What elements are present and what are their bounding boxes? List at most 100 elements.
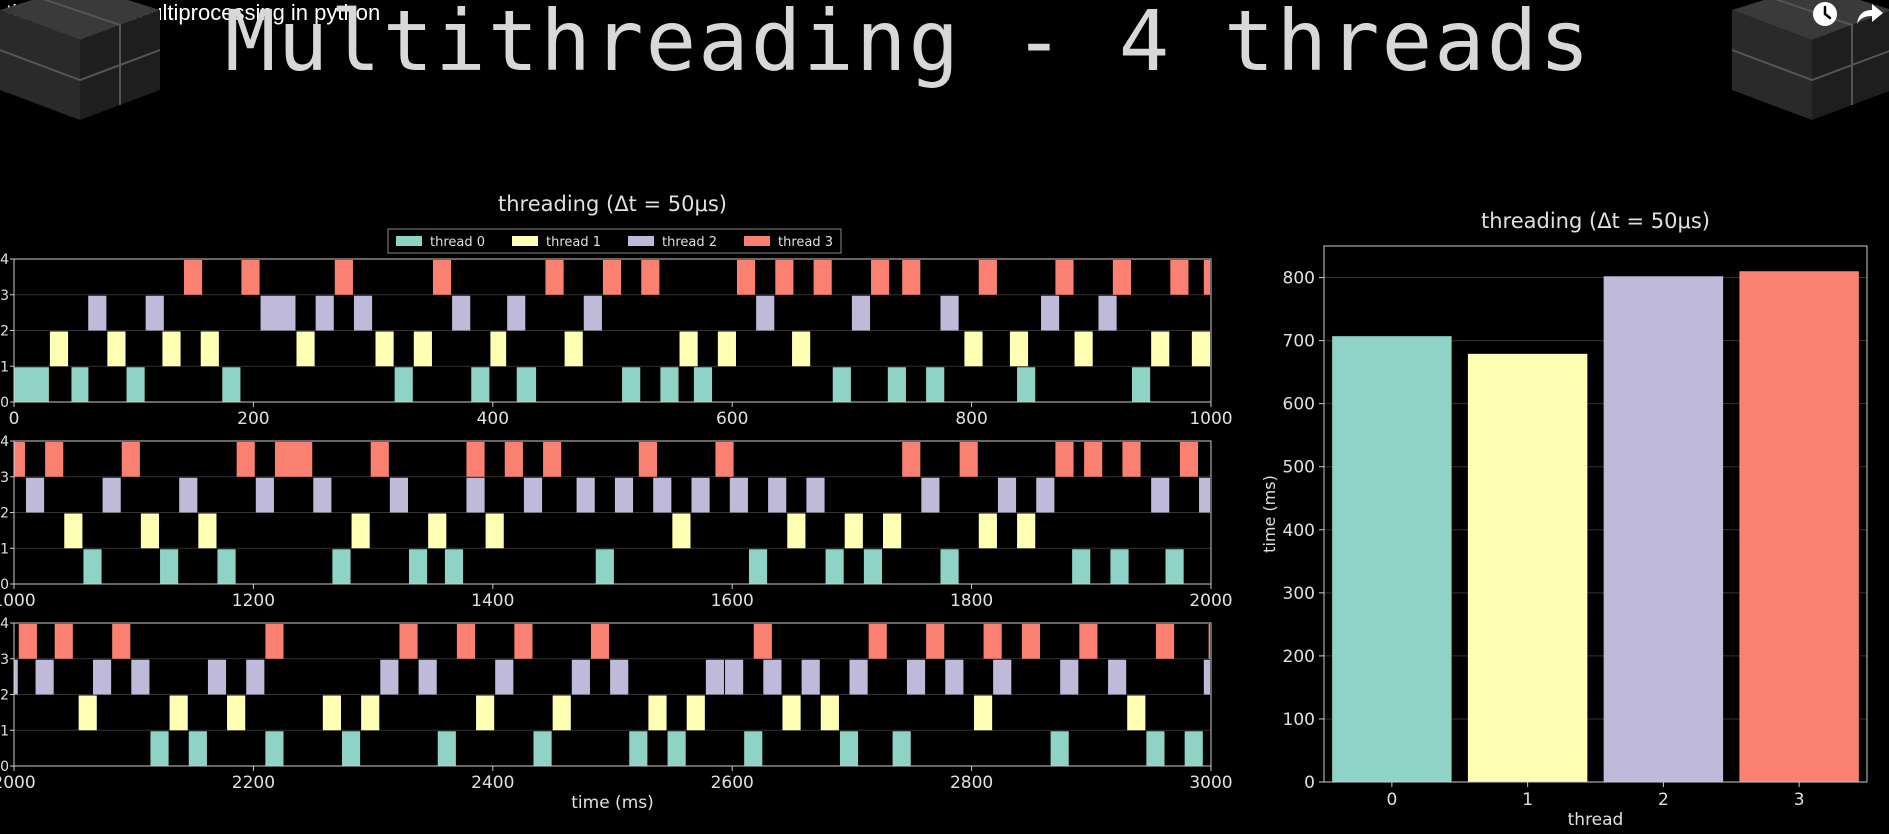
y-tick-label: 4 bbox=[0, 434, 9, 450]
timeline-segment-thread-3 bbox=[1055, 442, 1074, 477]
timeline-segment-thread-0 bbox=[1165, 549, 1184, 584]
timeline-segment-thread-3 bbox=[1122, 442, 1141, 477]
timeline-segment-thread-1 bbox=[227, 695, 246, 731]
timeline-panel-1: 0 200 400 600 800 1000 0 1 2 3 4 bbox=[0, 252, 1233, 429]
timeline-segment-thread-0 bbox=[150, 731, 169, 766]
timeline-segment-thread-0 bbox=[1131, 367, 1151, 402]
timeline-segment-thread-0 bbox=[892, 731, 911, 766]
timeline-segment-thread-2 bbox=[691, 477, 710, 513]
bar-y-tick-label: 400 bbox=[1283, 521, 1315, 541]
x-tick-label: 2600 bbox=[711, 773, 754, 793]
timeline-segment-thread-2 bbox=[145, 295, 164, 331]
timeline-segment-thread-3 bbox=[241, 260, 260, 295]
timeline-segment-thread-1 bbox=[1017, 513, 1036, 549]
timeline-segment-thread-0 bbox=[217, 549, 236, 584]
timeline-segment-thread-3 bbox=[590, 624, 610, 659]
share-icon[interactable] bbox=[1855, 0, 1889, 28]
timeline-segment-thread-2 bbox=[102, 477, 121, 513]
timeline-segment-thread-2 bbox=[945, 659, 964, 695]
timeline-segment-thread-0 bbox=[409, 549, 428, 584]
bar-thread-1 bbox=[1467, 353, 1588, 782]
timeline-segment-thread-2 bbox=[93, 659, 112, 695]
legend-swatch-thread-3 bbox=[744, 236, 770, 246]
x-tick-label: 600 bbox=[716, 409, 748, 429]
timeline-segment-thread-2 bbox=[725, 659, 744, 695]
timeline-segment-thread-3 bbox=[1203, 260, 1210, 295]
timeline-segment-thread-1 bbox=[648, 695, 667, 731]
timeline-segment-thread-1 bbox=[717, 331, 736, 367]
y-tick-label: 3 bbox=[0, 652, 9, 668]
timeline-segment-thread-3 bbox=[399, 624, 418, 659]
bar-x-tick-label: 0 bbox=[1386, 790, 1397, 810]
timeline-segment-thread-3 bbox=[183, 260, 203, 295]
timeline-segment-thread-3 bbox=[1208, 624, 1210, 659]
timeline-segment-thread-1 bbox=[782, 695, 801, 731]
y-tick-label: 1 bbox=[0, 541, 9, 557]
timeline-segment-thread-0 bbox=[863, 549, 883, 584]
bar-y-tick-label: 800 bbox=[1283, 269, 1315, 289]
x-tick-label: 2400 bbox=[471, 773, 514, 793]
timeline-segment-thread-2 bbox=[993, 659, 1012, 695]
timeline-segment-thread-0 bbox=[748, 549, 768, 584]
cube-decoration-right bbox=[1731, 0, 1889, 120]
timeline-segment-thread-2 bbox=[940, 295, 959, 331]
bar-y-tick-label: 500 bbox=[1283, 458, 1315, 478]
timeline-segment-thread-3 bbox=[543, 442, 562, 477]
timeline-chart: threading (Δt = 50μs) thread 0 thread 1 thr… bbox=[0, 192, 1233, 813]
timeline-segment-thread-3 bbox=[1179, 442, 1199, 477]
timeline-segment-thread-1 bbox=[140, 513, 160, 549]
timeline-segment-thread-3 bbox=[902, 260, 921, 295]
x-tick-label: 1600 bbox=[711, 591, 754, 611]
timeline-segment-thread-3 bbox=[602, 260, 622, 295]
timeline-segment-thread-2 bbox=[768, 477, 787, 513]
x-tick-label: 400 bbox=[477, 409, 509, 429]
timeline-segment-thread-1 bbox=[296, 331, 315, 367]
timeline-segment-thread-1 bbox=[1127, 695, 1146, 731]
timeline-segment-thread-2 bbox=[921, 477, 940, 513]
timeline-segment-thread-2 bbox=[571, 659, 590, 695]
timeline-segment-thread-2 bbox=[997, 477, 1017, 513]
timeline-segment-thread-0 bbox=[940, 549, 959, 584]
timeline-segment-thread-0 bbox=[444, 549, 464, 584]
timeline-segment-thread-1 bbox=[883, 513, 902, 549]
timeline-segment-thread-0 bbox=[265, 731, 284, 766]
timeline-segment-thread-1 bbox=[375, 331, 394, 367]
timeline-segment-thread-3 bbox=[1155, 624, 1175, 659]
x-tick-label: 800 bbox=[955, 409, 987, 429]
bar-chart-frame bbox=[1323, 245, 1868, 783]
y-tick-label: 4 bbox=[0, 616, 9, 632]
timeline-segment-thread-3 bbox=[775, 260, 794, 295]
bar-y-tick-label: 600 bbox=[1283, 395, 1315, 415]
y-tick-label: 4 bbox=[0, 252, 9, 268]
timeline-segment-thread-0 bbox=[126, 367, 145, 402]
timeline-segment-thread-1 bbox=[1151, 331, 1170, 367]
x-tick-label: 1800 bbox=[950, 591, 993, 611]
timeline-segment-thread-2 bbox=[380, 659, 399, 695]
timeline-segment-thread-1 bbox=[1009, 331, 1029, 367]
slide-title: Multithreading - 4 threads bbox=[225, 0, 1592, 90]
y-tick-label: 2 bbox=[0, 506, 9, 522]
timeline-segment-thread-2 bbox=[315, 295, 334, 331]
timeline-segment-thread-1 bbox=[200, 331, 219, 367]
timeline-segment-thread-0 bbox=[832, 367, 851, 402]
bar-y-tick-label: 0 bbox=[1304, 773, 1315, 793]
legend-label-thread-2: thread 2 bbox=[662, 235, 717, 250]
timeline-segment-thread-2 bbox=[313, 477, 332, 513]
timeline-segment-thread-1 bbox=[322, 695, 341, 731]
legend-swatch-thread-2 bbox=[628, 236, 654, 246]
timeline-segment-thread-3 bbox=[813, 260, 832, 295]
timeline-segment-thread-3 bbox=[983, 624, 1002, 659]
timeline-segment-thread-3 bbox=[54, 624, 73, 659]
timeline-segment-thread-2 bbox=[260, 295, 296, 331]
legend-swatch-thread-0 bbox=[396, 236, 422, 246]
timeline-segment-thread-2 bbox=[1098, 295, 1117, 331]
x-tick-label: 2800 bbox=[950, 773, 993, 793]
timeline-segment-thread-2 bbox=[88, 295, 107, 331]
timeline-segment-thread-2 bbox=[610, 659, 629, 695]
timeline-segment-thread-3 bbox=[265, 624, 284, 659]
legend-label-thread-0: thread 0 bbox=[430, 235, 485, 250]
timeline-segment-thread-1 bbox=[351, 513, 370, 549]
clock-icon[interactable] bbox=[1810, 0, 1844, 28]
timeline-segment-thread-0 bbox=[341, 731, 361, 766]
timeline-segment-thread-2 bbox=[131, 659, 150, 695]
